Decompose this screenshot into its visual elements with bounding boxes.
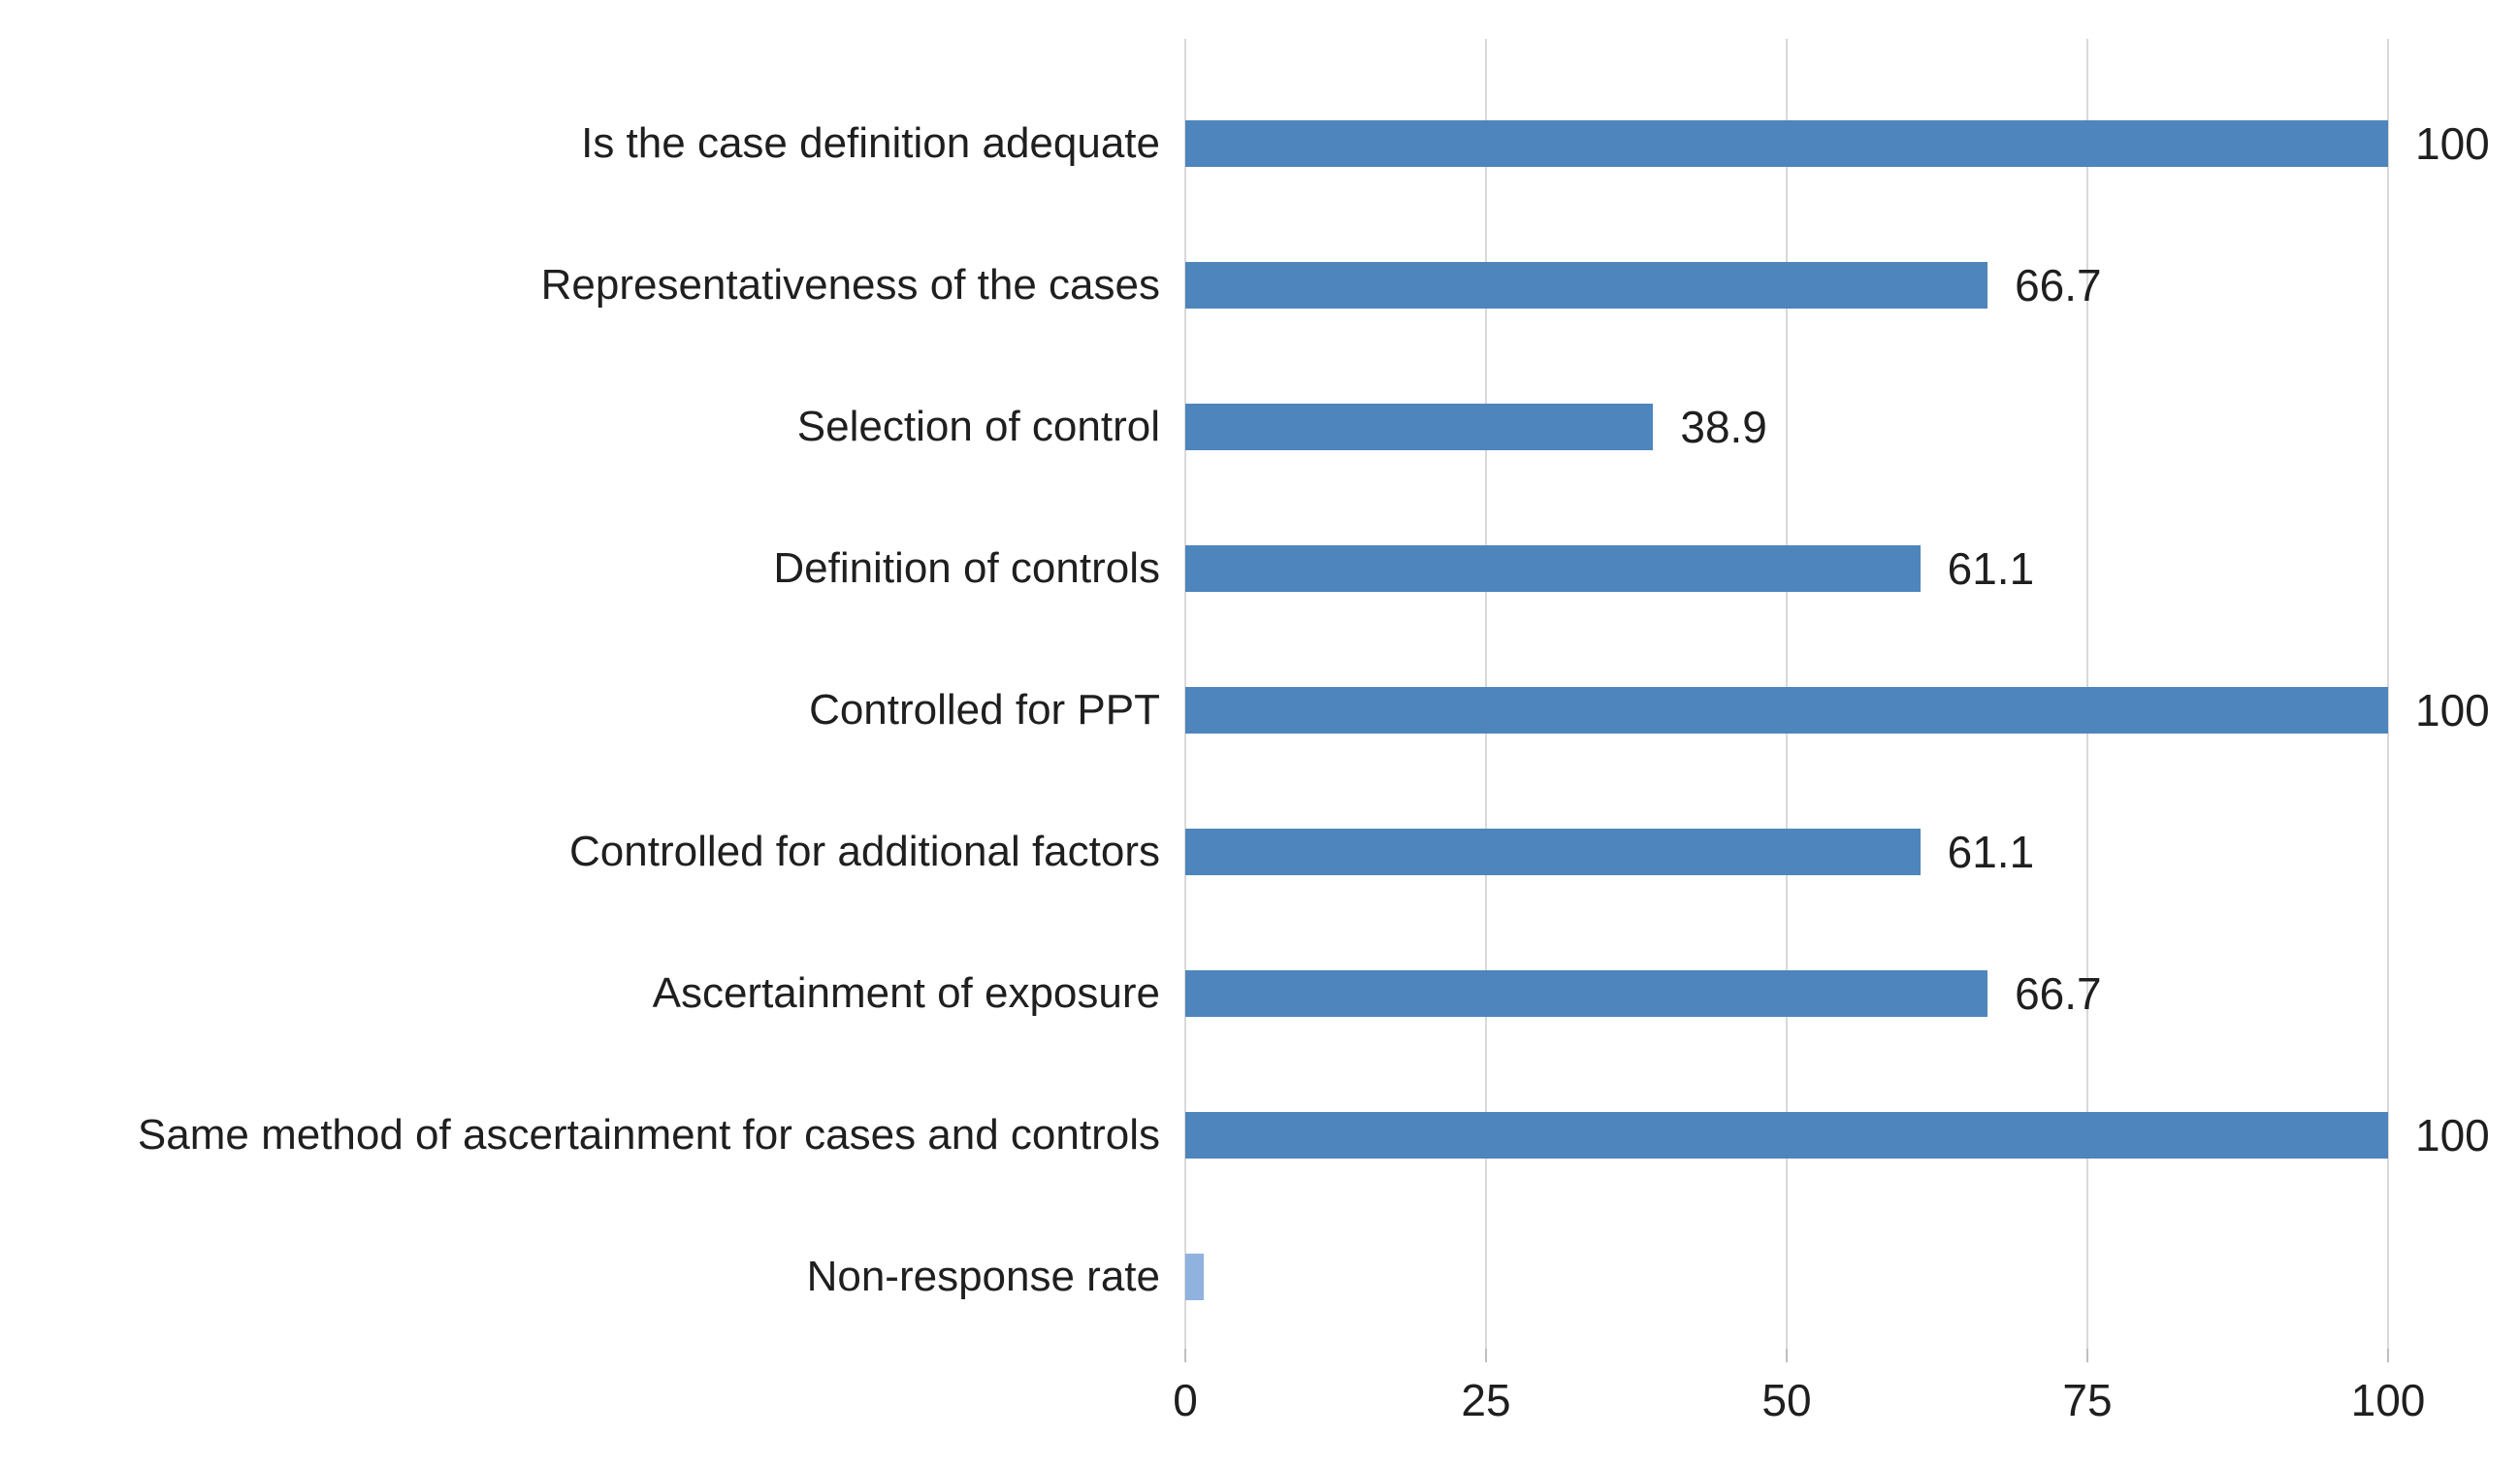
- tick-mark: [1786, 1349, 1788, 1362]
- bar: [1185, 120, 2388, 167]
- x-tick-label: 75: [2062, 1375, 2113, 1425]
- x-tick-label: 50: [1761, 1375, 1812, 1425]
- value-label: 66.7: [2015, 968, 2102, 1019]
- bar: [1185, 970, 1988, 1017]
- bar: [1185, 404, 1654, 450]
- bar: [1185, 1254, 1204, 1300]
- value-label: 100: [2415, 1110, 2490, 1160]
- value-label: 100: [2415, 118, 2490, 169]
- category-label: Definition of controls: [773, 544, 1160, 592]
- category-label: Is the case definition adequate: [581, 119, 1160, 167]
- category-label: Controlled for additional factors: [569, 828, 1160, 875]
- x-tick-label: 100: [2350, 1375, 2426, 1425]
- tick-mark: [2086, 1349, 2088, 1362]
- category-label: Non-response rate: [806, 1253, 1160, 1300]
- gridline: [2387, 39, 2389, 1349]
- x-tick-label: 25: [1461, 1375, 1511, 1425]
- category-label: Controlled for PPT: [809, 686, 1160, 734]
- bar: [1185, 829, 1921, 875]
- tick-mark: [1184, 1349, 1186, 1362]
- bar: [1185, 545, 1921, 592]
- bar: [1185, 687, 2388, 734]
- value-label: 66.7: [2015, 260, 2102, 310]
- value-label: 100: [2415, 685, 2490, 735]
- tick-mark: [2387, 1349, 2389, 1362]
- category-label: Representativeness of the cases: [540, 261, 1160, 309]
- value-label: 38.9: [1680, 402, 1767, 452]
- category-label: Same method of ascertainment for cases a…: [137, 1111, 1160, 1159]
- category-label: Selection of control: [796, 403, 1160, 450]
- value-label: 61.1: [1947, 543, 2035, 594]
- bar: [1185, 1112, 2388, 1159]
- category-label: Ascertainment of exposure: [652, 969, 1160, 1017]
- bar: [1185, 262, 1988, 309]
- value-label: 61.1: [1947, 827, 2035, 877]
- tick-mark: [1485, 1349, 1487, 1362]
- x-tick-label: 0: [1173, 1375, 1198, 1425]
